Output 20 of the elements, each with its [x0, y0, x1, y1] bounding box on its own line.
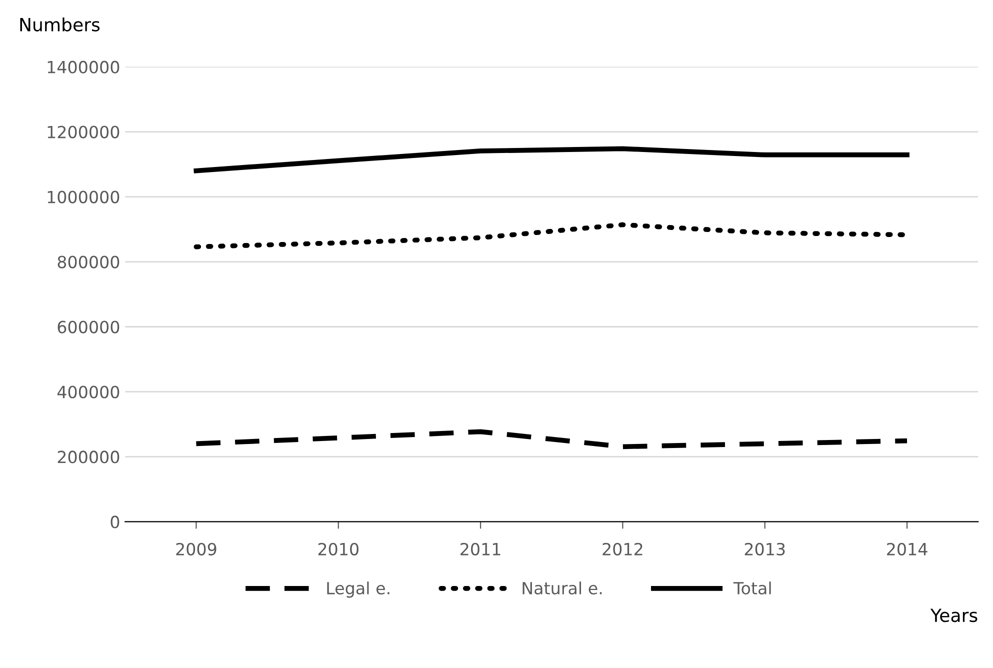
x-tick-label: 2011	[460, 542, 500, 556]
x-tick-label: 2013	[744, 542, 785, 556]
y-tick-label: 0	[110, 516, 120, 528]
y-axis-title: Numbers	[20, 17, 100, 32]
legend-label: Legal e.	[327, 582, 390, 598]
y-tick-label: 400000	[57, 386, 120, 398]
y-tick-label: 1000000	[48, 190, 120, 204]
x-tick-label: 2014	[887, 542, 928, 556]
line-series	[194, 146, 910, 174]
y-tick-label: 800000	[58, 256, 120, 268]
legend-label: Total	[733, 582, 771, 594]
x-tick-label: 2012	[602, 542, 642, 556]
y-tick-label: 1200000	[48, 126, 120, 138]
y-tick-label: 200000	[58, 450, 120, 464]
y-tick-label: 1400000	[48, 60, 120, 74]
x-tick-label: 2010	[318, 542, 358, 556]
x-axis-title: Years	[930, 608, 978, 622]
x-tick-label: 2009	[176, 542, 216, 556]
legend-label: Natural e.	[522, 582, 602, 594]
y-tick-label: 600000	[58, 320, 120, 334]
